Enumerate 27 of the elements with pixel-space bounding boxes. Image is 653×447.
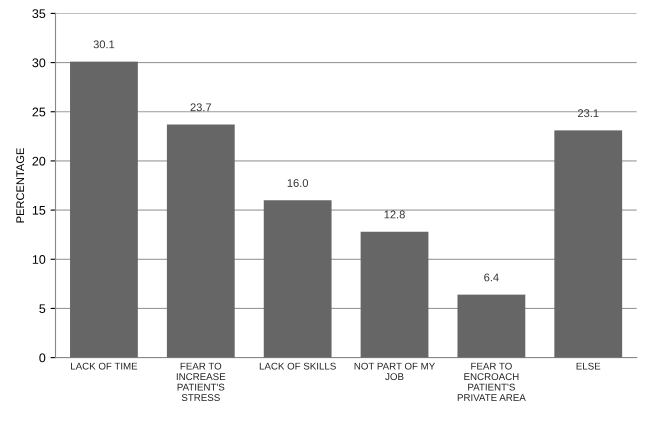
bar bbox=[360, 232, 428, 358]
x-tick-label: LACK OF TIME bbox=[71, 362, 138, 370]
data-label: 12.8 bbox=[384, 210, 405, 218]
data-label: 6.4 bbox=[484, 273, 499, 282]
y-tick-label: 30 bbox=[32, 58, 46, 68]
bar bbox=[264, 200, 332, 358]
bar bbox=[554, 130, 622, 358]
x-tick-label: FEAR TO ENCROACH PATIENT'S PRIVATE AREA bbox=[458, 362, 526, 401]
y-tick-label: 0 bbox=[39, 353, 46, 362]
x-tick-label: FEAR TO INCREASE PATIENT'S STRESS bbox=[176, 362, 226, 402]
x-tick-label: NOT PART OF MY JOB bbox=[354, 362, 436, 380]
y-tick-label: 35 bbox=[32, 9, 46, 18]
bar bbox=[457, 294, 526, 358]
data-label: 23.7 bbox=[190, 103, 212, 112]
x-tick-label: ELSE bbox=[576, 362, 600, 370]
y-tick-label: 10 bbox=[32, 255, 46, 264]
y-tick-label: 20 bbox=[32, 156, 46, 166]
y-axis-title: PERCENTAGE bbox=[16, 148, 24, 222]
data-label: 23.1 bbox=[578, 109, 599, 118]
data-label: 16.0 bbox=[288, 179, 308, 187]
y-tick-label: 5 bbox=[39, 304, 46, 314]
data-label: 30.1 bbox=[94, 40, 114, 48]
y-tick-label: 25 bbox=[32, 108, 46, 116]
y-tick-label: 15 bbox=[32, 206, 46, 215]
bar bbox=[166, 124, 235, 358]
bar bbox=[70, 62, 138, 358]
x-tick-label: LACK OF SKILLS bbox=[260, 362, 336, 370]
